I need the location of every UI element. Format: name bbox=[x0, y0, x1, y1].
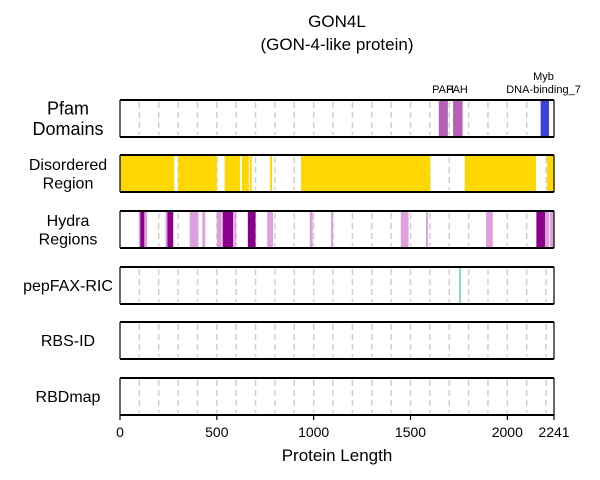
region-segment bbox=[549, 211, 554, 248]
x-axis-label: Protein Length bbox=[282, 446, 393, 465]
region-segment bbox=[267, 211, 273, 248]
region-segment bbox=[400, 211, 409, 248]
region-segment bbox=[222, 211, 234, 248]
region-segment bbox=[224, 155, 241, 192]
domain-annotation: PAH bbox=[446, 84, 468, 96]
region-segment bbox=[545, 211, 549, 248]
track-label: RBDmap bbox=[36, 389, 101, 406]
track-label: RBS-ID bbox=[41, 333, 95, 350]
track-background bbox=[120, 100, 554, 137]
track-label: pepFAX-RIC bbox=[23, 278, 113, 295]
region-segment bbox=[540, 100, 549, 137]
region-segment bbox=[270, 155, 273, 192]
region-segment bbox=[425, 211, 428, 248]
track-background bbox=[120, 322, 554, 359]
region-segment bbox=[464, 155, 536, 192]
region-segment bbox=[202, 211, 206, 248]
region-segment bbox=[178, 155, 217, 192]
chart-subtitle: (GON-4-like protein) bbox=[260, 35, 413, 54]
domain-annotation: PAH bbox=[432, 84, 454, 96]
region-segment bbox=[247, 211, 256, 248]
region-segment bbox=[120, 155, 175, 192]
track-label: Regions bbox=[39, 231, 98, 248]
region-segment bbox=[165, 211, 169, 248]
track-label: Disordered bbox=[29, 157, 107, 174]
x-tick-label: 2241 bbox=[538, 424, 569, 440]
track-rbdmap: RBDmap bbox=[36, 377, 555, 416]
region-segment bbox=[309, 211, 313, 248]
x-axis: 0 500 1000 1500 2000 2241 bbox=[116, 415, 570, 440]
x-tick-label: 1000 bbox=[298, 424, 329, 440]
chart-title: GON4L bbox=[308, 12, 366, 31]
region-segment bbox=[536, 211, 546, 248]
region-segment bbox=[216, 211, 222, 248]
track-label: Pfam bbox=[47, 98, 89, 118]
region-segment bbox=[459, 267, 461, 304]
region-segment bbox=[438, 100, 448, 137]
x-tick-label: 500 bbox=[205, 424, 229, 440]
domain-annotation: Myb bbox=[533, 71, 554, 83]
region-segment bbox=[140, 211, 145, 248]
track-label: Region bbox=[43, 175, 94, 192]
region-segment bbox=[331, 211, 334, 248]
region-segment bbox=[453, 100, 463, 137]
track-pepfax: pepFAX-RIC bbox=[23, 266, 555, 305]
region-segment bbox=[249, 155, 252, 192]
region-segment bbox=[547, 155, 554, 192]
region-segment bbox=[301, 155, 431, 192]
x-tick-label: 2000 bbox=[492, 424, 523, 440]
domain-annotation: DNA-binding_7 bbox=[506, 84, 581, 96]
x-tick-label: 1500 bbox=[395, 424, 426, 440]
track-rbsid: RBS-ID bbox=[41, 321, 555, 360]
region-segment bbox=[486, 211, 493, 248]
track-background bbox=[120, 378, 554, 415]
track-label: Hydra bbox=[47, 213, 90, 230]
track-label: Domains bbox=[32, 119, 103, 139]
region-segment bbox=[234, 211, 237, 248]
track-background bbox=[120, 267, 554, 304]
x-tick-label: 0 bbox=[116, 424, 124, 440]
region-segment bbox=[189, 211, 199, 248]
region-segment bbox=[167, 211, 174, 248]
region-segment bbox=[242, 155, 249, 192]
